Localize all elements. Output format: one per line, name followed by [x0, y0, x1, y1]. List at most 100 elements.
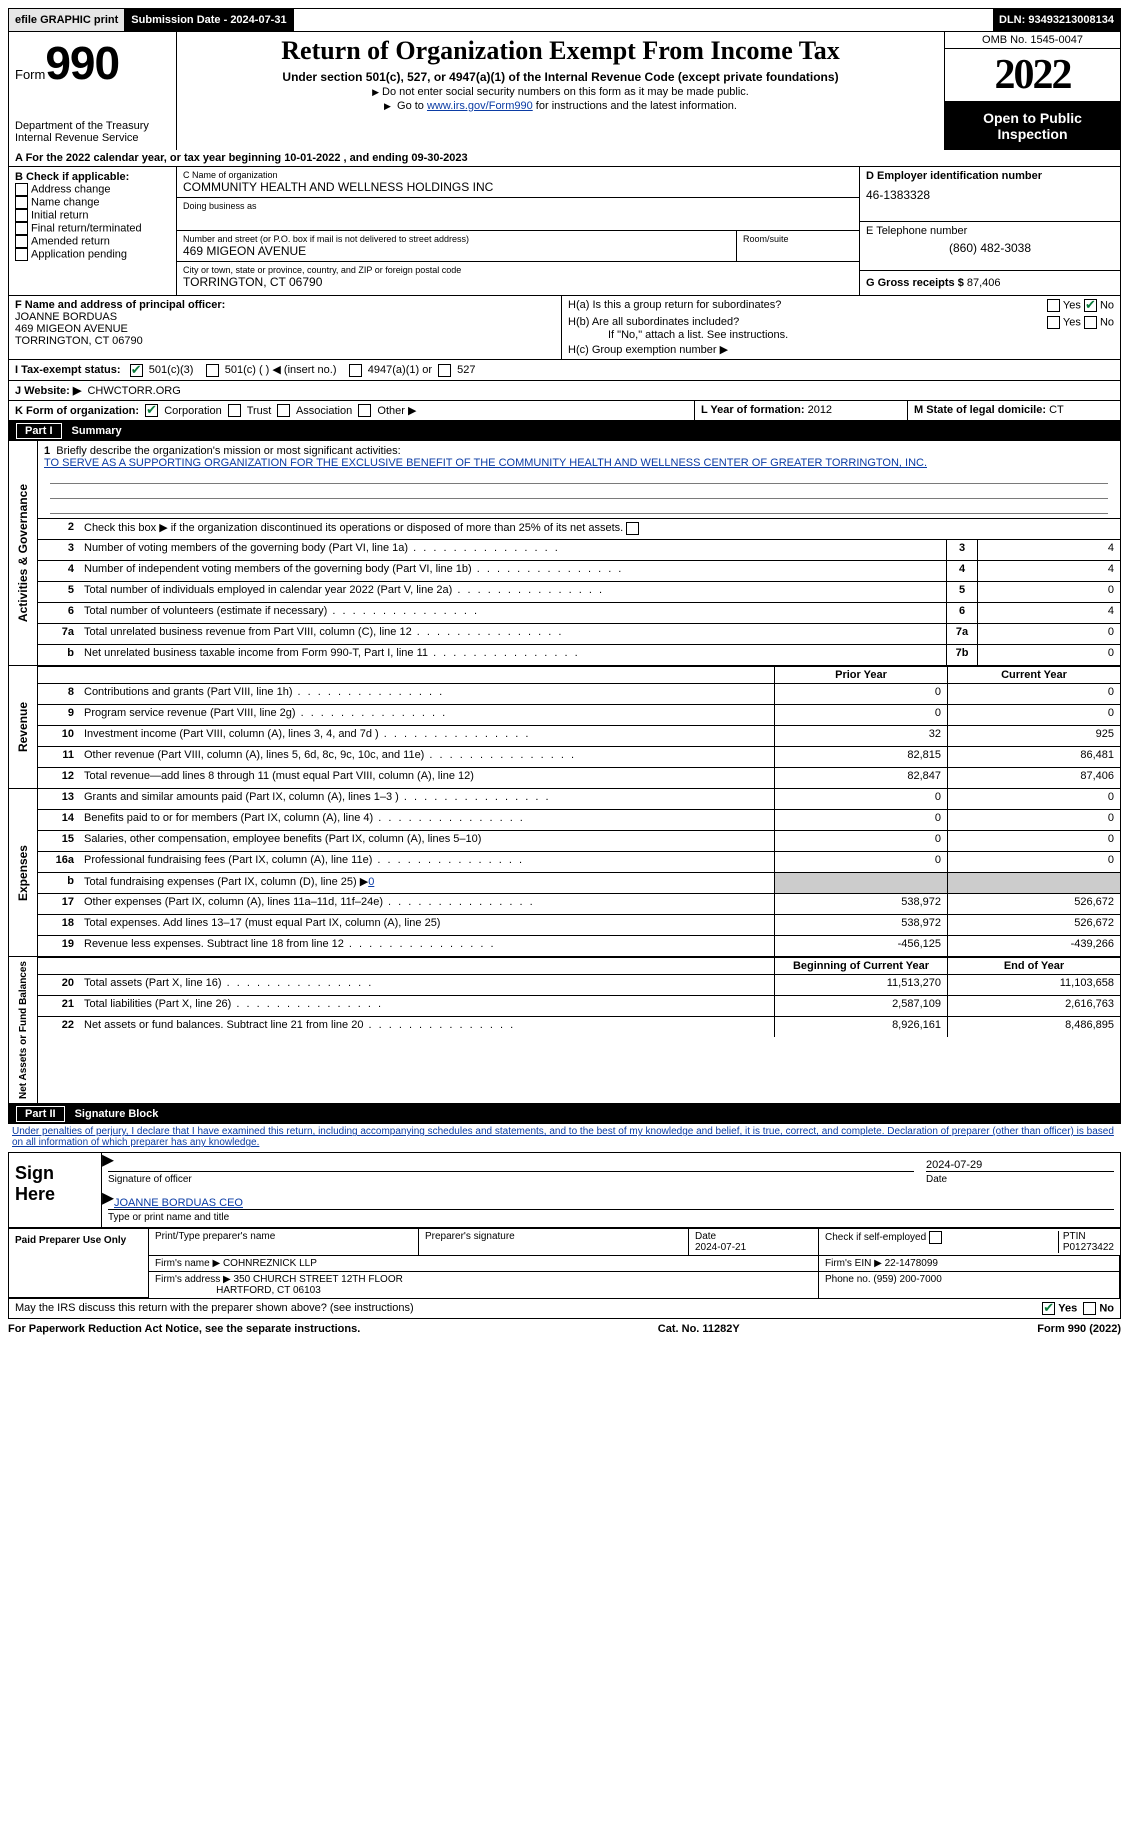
chk-hb-yes[interactable] [1047, 316, 1060, 329]
h-sig: Preparer's signature [419, 1229, 689, 1256]
dept-treasury: Department of the Treasury [15, 120, 170, 132]
opt-amended-return: Amended return [31, 235, 110, 247]
p13: 0 [774, 789, 947, 809]
phone-lbl: Phone no. [825, 1274, 871, 1285]
sign-here-section: Sign Here ▸ Signature of officer 2024-07… [8, 1152, 1121, 1228]
side-ag: Activities & Governance [14, 480, 32, 626]
chk-l2[interactable] [626, 522, 639, 535]
officer-addr1: 469 MIGEON AVENUE [15, 323, 555, 335]
irs-link[interactable]: www.irs.gov/Form990 [427, 100, 533, 112]
chk-trust[interactable] [228, 404, 241, 417]
chk-ha-yes[interactable] [1047, 299, 1060, 312]
footer-left: For Paperwork Reduction Act Notice, see … [8, 1323, 360, 1335]
k-label: K Form of organization: [15, 405, 139, 417]
omb-number: OMB No. 1545-0047 [945, 32, 1120, 49]
l7a: Total unrelated business revenue from Pa… [80, 624, 946, 644]
sig-officer-label: Signature of officer [108, 1174, 920, 1185]
row-j: J Website: ▶ CHWCTORR.ORG [8, 381, 1121, 401]
type-name-label: Type or print name and title [108, 1212, 1120, 1223]
chk-self-employed[interactable] [929, 1231, 942, 1244]
p19: -456,125 [774, 936, 947, 956]
chk-application-pending[interactable] [15, 248, 28, 261]
side-exp: Expenses [14, 841, 32, 905]
exp-section: Expenses 13Grants and similar amounts pa… [9, 788, 1120, 956]
firm-phone: (959) 200-7000 [873, 1274, 941, 1285]
part2-tag: Part II [16, 1106, 65, 1122]
row-f-h: F Name and address of principal officer:… [8, 296, 1121, 360]
box-c: C Name of organization COMMUNITY HEALTH … [177, 167, 860, 295]
l2: Check this box ▶ if the organization dis… [84, 522, 623, 534]
side-rev: Revenue [14, 698, 32, 756]
l12: Total revenue—add lines 8 through 11 (mu… [80, 768, 774, 788]
chk-amended-return[interactable] [15, 235, 28, 248]
efile-print-button[interactable]: efile GRAPHIC print [9, 9, 125, 31]
hdr-curr: Current Year [947, 667, 1120, 683]
l10: Investment income (Part VIII, column (A)… [80, 726, 774, 746]
chk-final-return[interactable] [15, 222, 28, 235]
firm-addr-lbl: Firm's address ▶ [155, 1274, 231, 1285]
c19: -439,266 [947, 936, 1120, 956]
box-g: G Gross receipts $ 87,406 [860, 271, 1120, 295]
sign-here-label: Sign Here [9, 1153, 102, 1227]
chk-ha-no[interactable] [1084, 299, 1097, 312]
l9: Program service revenue (Part VIII, line… [80, 705, 774, 725]
irs: Internal Revenue Service [15, 132, 170, 144]
ag-section: Activities & Governance 1 Briefly descri… [9, 441, 1120, 665]
gross-value: 87,406 [967, 277, 1001, 289]
opt-final-return: Final return/terminated [31, 222, 142, 234]
chk-corp[interactable] [145, 404, 158, 417]
submission-date: Submission Date - 2024-07-31 [125, 9, 293, 31]
prep-date: 2024-07-21 [695, 1242, 746, 1253]
box-d-e-g: D Employer identification number 46-1383… [860, 167, 1120, 295]
l1-text: TO SERVE AS A SUPPORTING ORGANIZATION FO… [44, 457, 927, 469]
c13: 0 [947, 789, 1120, 809]
form-header: Form990 Department of the Treasury Inter… [8, 32, 1121, 150]
street-label: Number and street (or P.O. box if mail i… [183, 234, 730, 244]
p18: 538,972 [774, 915, 947, 935]
l6: Total number of volunteers (estimate if … [80, 603, 946, 623]
chk-hb-no[interactable] [1084, 316, 1097, 329]
p16b-shade [774, 873, 947, 893]
box-b: B Check if applicable: Address change Na… [9, 167, 177, 295]
hdr-prior: Prior Year [774, 667, 947, 683]
opt-501c: 501(c) ( ) ◀ (insert no.) [225, 364, 337, 376]
b20: 11,513,270 [774, 975, 947, 995]
chk-4947[interactable] [349, 364, 362, 377]
chk-assoc[interactable] [277, 404, 290, 417]
l15: Salaries, other compensation, employee b… [80, 831, 774, 851]
chk-initial-return[interactable] [15, 209, 28, 222]
rev-section: Revenue Prior YearCurrent Year 8Contribu… [9, 665, 1120, 788]
part1-tag: Part I [16, 423, 62, 439]
p17: 538,972 [774, 894, 947, 914]
city-box: City or town, state or province, country… [177, 262, 859, 292]
discuss-yes: Yes [1058, 1303, 1077, 1315]
l11: Other revenue (Part VIII, column (A), li… [80, 747, 774, 767]
chk-527[interactable] [438, 364, 451, 377]
opt-501c3: 501(c)(3) [149, 364, 194, 376]
chk-address-change[interactable] [15, 183, 28, 196]
p12: 82,847 [774, 768, 947, 788]
v5: 0 [977, 582, 1120, 602]
c12: 87,406 [947, 768, 1120, 788]
website-value: CHWCTORR.ORG [87, 385, 180, 397]
goto-post: for instructions and the latest informat… [533, 100, 737, 112]
chk-other[interactable] [358, 404, 371, 417]
i-label: I Tax-exempt status: [15, 364, 121, 376]
p8: 0 [774, 684, 947, 704]
chk-discuss-no[interactable] [1083, 1302, 1096, 1315]
paid-preparer-grid: Paid Preparer Use Only Print/Type prepar… [8, 1228, 1121, 1299]
chk-discuss-yes[interactable] [1042, 1302, 1055, 1315]
chk-501c3[interactable] [130, 364, 143, 377]
sig-arrow-icon: ▸ [102, 1183, 114, 1212]
perjury-decl: Under penalties of perjury, I declare th… [8, 1124, 1121, 1150]
opt-other: Other ▶ [377, 405, 416, 417]
c16a: 0 [947, 852, 1120, 872]
open-to-public: Open to Public Inspection [945, 102, 1120, 150]
header-mid: Return of Organization Exempt From Incom… [177, 32, 945, 150]
chk-501c[interactable] [206, 364, 219, 377]
chk-name-change[interactable] [15, 196, 28, 209]
l5: Total number of individuals employed in … [80, 582, 946, 602]
opt-initial-return: Initial return [31, 209, 88, 221]
l22: Net assets or fund balances. Subtract li… [80, 1017, 774, 1037]
l19: Revenue less expenses. Subtract line 18 … [80, 936, 774, 956]
